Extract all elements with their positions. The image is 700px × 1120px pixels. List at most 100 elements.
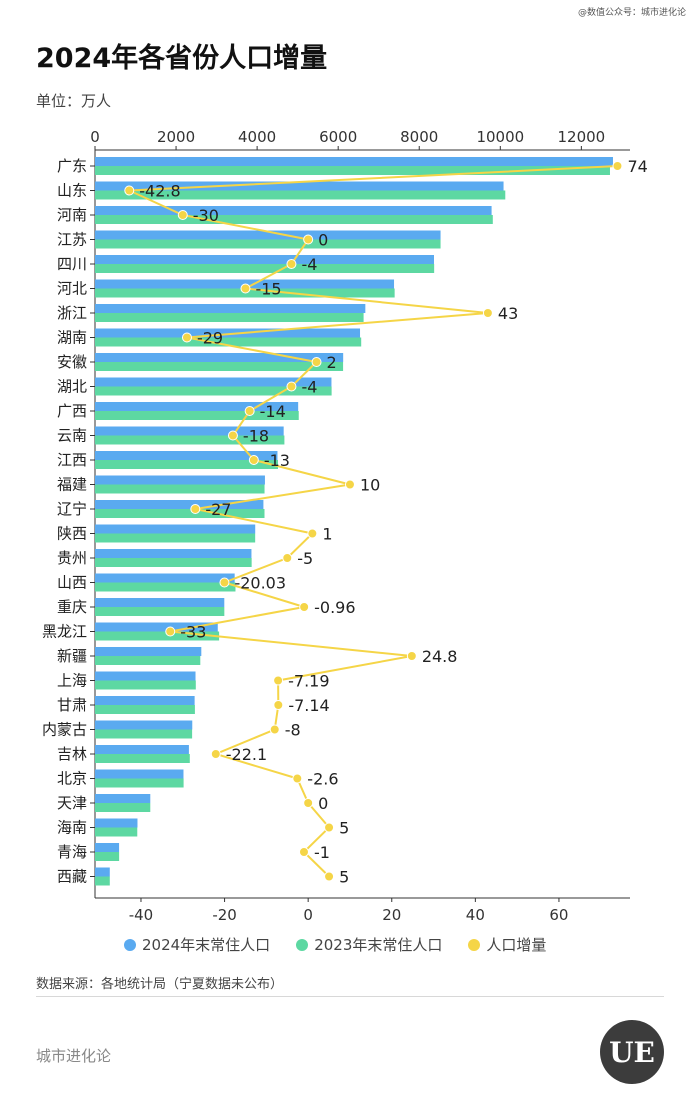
category-label: 辽宁 [57,500,87,518]
increase-point [177,210,188,220]
bar-2024 [95,745,189,754]
category-label: 青海 [57,843,87,861]
increase-value-label: 0 [318,794,328,813]
increase-point [273,700,284,710]
bar-2023 [95,190,506,200]
bar-2023 [95,386,332,396]
increase-point [324,822,335,833]
bar-2023 [95,852,120,861]
bar-2023 [95,460,278,469]
legend-item-2023[interactable]: 2023年末常住人口 [296,934,442,955]
increase-point [227,430,238,441]
chart: 0 2000 4000 6000 8000 10000 12000-40 -20 0 20 40 60… [42,128,648,924]
increase-value-label: -7.19 [288,672,329,691]
increase-value-label: -2.6 [307,770,338,789]
increase-point [303,798,314,808]
increase-point [165,626,176,637]
increase-value-label: -4 [301,255,317,274]
category-label: 西藏 [57,868,87,886]
bar-2023 [95,803,151,812]
bottom-axis-tick-label: -20 [212,906,237,924]
bar-2023 [95,239,441,249]
legend-marker-2024 [124,938,136,951]
bar-2023 [95,778,184,788]
bar-2024 [95,377,332,387]
category-label: 黑龙江 [42,623,87,641]
bar-2024 [95,181,504,191]
footer-brand: 城市进化论 [36,1047,112,1065]
unit-label: 单位：万人 [36,92,112,110]
category-label: 云南 [57,427,87,445]
bar-2024 [95,818,138,828]
top-axis-tick-label: 8000 [400,128,438,146]
increase-value-label: -1 [314,843,330,862]
increase-point [286,381,297,392]
bar-2024 [95,230,441,240]
category-label: 湖北 [57,378,87,396]
increase-point [303,234,314,245]
bar-2024 [95,206,492,215]
bar-2024 [95,549,252,558]
top-axis-tick-label: 4000 [238,128,276,146]
increase-point [181,332,192,343]
bar-2024 [95,622,218,632]
legend-item-2024[interactable]: 2024年末常住人口 [124,934,270,955]
bar-2024 [95,304,366,313]
increase-value-label: 43 [498,304,518,323]
category-label: 江苏 [57,231,87,249]
bar-2023 [95,876,110,886]
increase-point [344,479,355,490]
bottom-axis-tick-label: -40 [129,906,154,924]
category-label: 河北 [57,280,87,298]
category-label: 山西 [57,574,87,592]
increase-value-label: -22.1 [226,745,267,764]
category-label: 重庆 [57,598,87,616]
increase-value-label: 74 [627,157,647,176]
bar-2023 [95,631,220,641]
bar-2023 [95,484,265,494]
bar-2023 [95,705,195,714]
increase-point [269,724,280,735]
bar-2023 [95,607,225,616]
category-label: 贵州 [57,549,87,567]
increase-point [299,602,310,612]
increase-point [406,651,417,661]
bar-2024 [95,353,344,362]
bottom-axis-tick-label: 60 [549,906,568,924]
category-label: 四川 [57,255,87,273]
increase-value-label: 1 [322,525,332,544]
legend-label-2024: 2024年末常住人口 [142,936,271,954]
bottom-axis-tick-label: 40 [466,906,485,924]
brand-logo: UE [600,1020,664,1084]
bar-2024 [95,598,225,607]
bar-2023 [95,313,364,322]
increase-value-label: -18 [243,427,269,446]
bar-2024 [95,475,265,485]
increase-value-label: -15 [255,280,281,299]
bar-2023 [95,729,193,739]
category-label: 内蒙古 [42,721,87,739]
bar-2024 [95,328,361,338]
increase-point [298,847,309,857]
bar-2023 [95,680,196,690]
increase-point [482,308,493,318]
legend-item-increase[interactable]: 人口增量 [468,934,546,955]
increase-point [190,504,201,514]
increase-value-label: 5 [339,819,349,838]
category-label: 安徽 [57,353,87,371]
bar-2023 [95,166,610,175]
category-label: 海南 [57,819,87,837]
bar-2023 [95,435,285,445]
bar-2024 [95,671,196,681]
bar-2024 [95,720,193,730]
top-axis-tick-label: 12000 [558,128,606,146]
category-label: 浙江 [57,304,87,322]
increase-value-label: -33 [180,623,206,642]
category-label: 上海 [57,672,87,690]
increase-point [612,161,623,171]
bar-2024 [95,843,120,852]
bar-2023 [95,509,265,518]
bar-2024 [95,255,434,264]
increase-value-label: 5 [339,868,349,887]
category-label: 福建 [57,476,87,494]
